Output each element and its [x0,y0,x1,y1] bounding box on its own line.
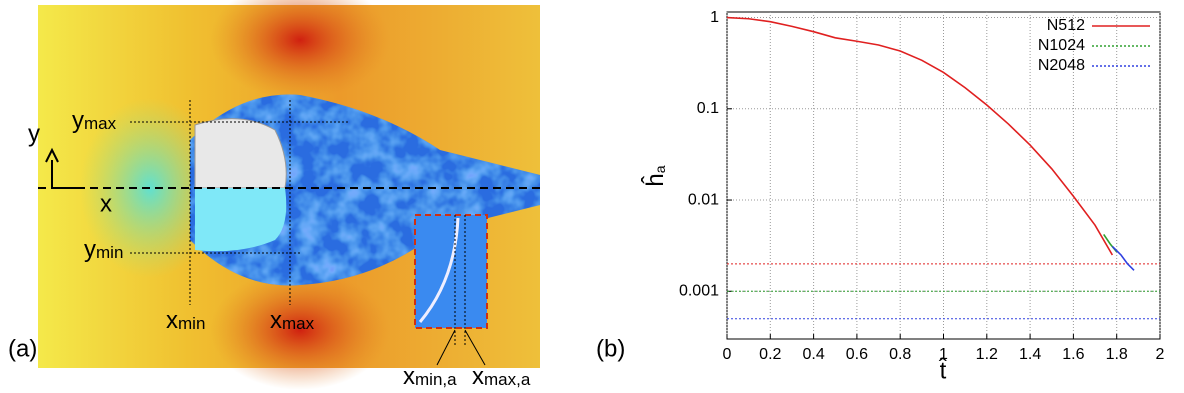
label-sub: min,a [415,370,457,389]
label-sub: max [84,114,117,133]
y-tick-label: 0.01 [688,191,719,208]
x-tick-label: 0.2 [759,346,781,363]
x-tick-label: 0.8 [889,346,911,363]
x-tick-label: 2 [1156,346,1165,363]
extent-label: xmax,a [472,363,531,390]
data-line [726,16,1114,256]
legend-label: N512 [1047,17,1085,34]
legend-label: N2048 [1038,57,1085,74]
label-sub: max,a [484,370,531,389]
label-base: ĥ [641,173,669,186]
panel-label: (b) [596,335,625,362]
x-tick-label: 0.4 [802,346,824,363]
y-tick-label: 0.1 [697,100,719,117]
extent-label: xmax [270,307,315,334]
extent-label: ymin [84,236,123,263]
panel-label: (a) [8,335,37,362]
label-sub: a [652,165,668,173]
extent-label: xmin,a [403,363,457,390]
label-base: x [166,307,178,334]
plot-frame [726,11,1161,340]
label-base: x [472,363,484,390]
x-tick-label: 1.8 [1106,346,1128,363]
x-tick-label: 0.6 [846,346,868,363]
axis-label: y [28,120,40,147]
label-base: x [403,363,415,390]
x-tick-label: 1.6 [1062,346,1084,363]
y-tick-label: 1 [710,9,719,26]
label-base: y [72,107,84,134]
extent-label: ymax [72,107,117,134]
x-tick-label: 0 [723,346,732,363]
axis-label: x [100,190,112,217]
x-tick-label: 1 [939,346,948,363]
x-tick-label: 1.2 [976,346,998,363]
label-sub: min [178,314,205,333]
legend-label: N1024 [1038,37,1085,54]
extent-label: xmin [166,307,205,334]
label-sub: max [282,314,315,333]
y-axis-label: ĥa [641,165,669,186]
y-tick-label: 0.001 [679,283,719,300]
label-base: y [84,236,96,263]
simulation-image [38,0,540,390]
x-axis-label: t̂ [939,357,947,384]
x-tick-label: 1.4 [1019,346,1041,363]
label-base: x [270,307,282,334]
label-sub: min [96,243,123,262]
data-line [1111,245,1135,271]
